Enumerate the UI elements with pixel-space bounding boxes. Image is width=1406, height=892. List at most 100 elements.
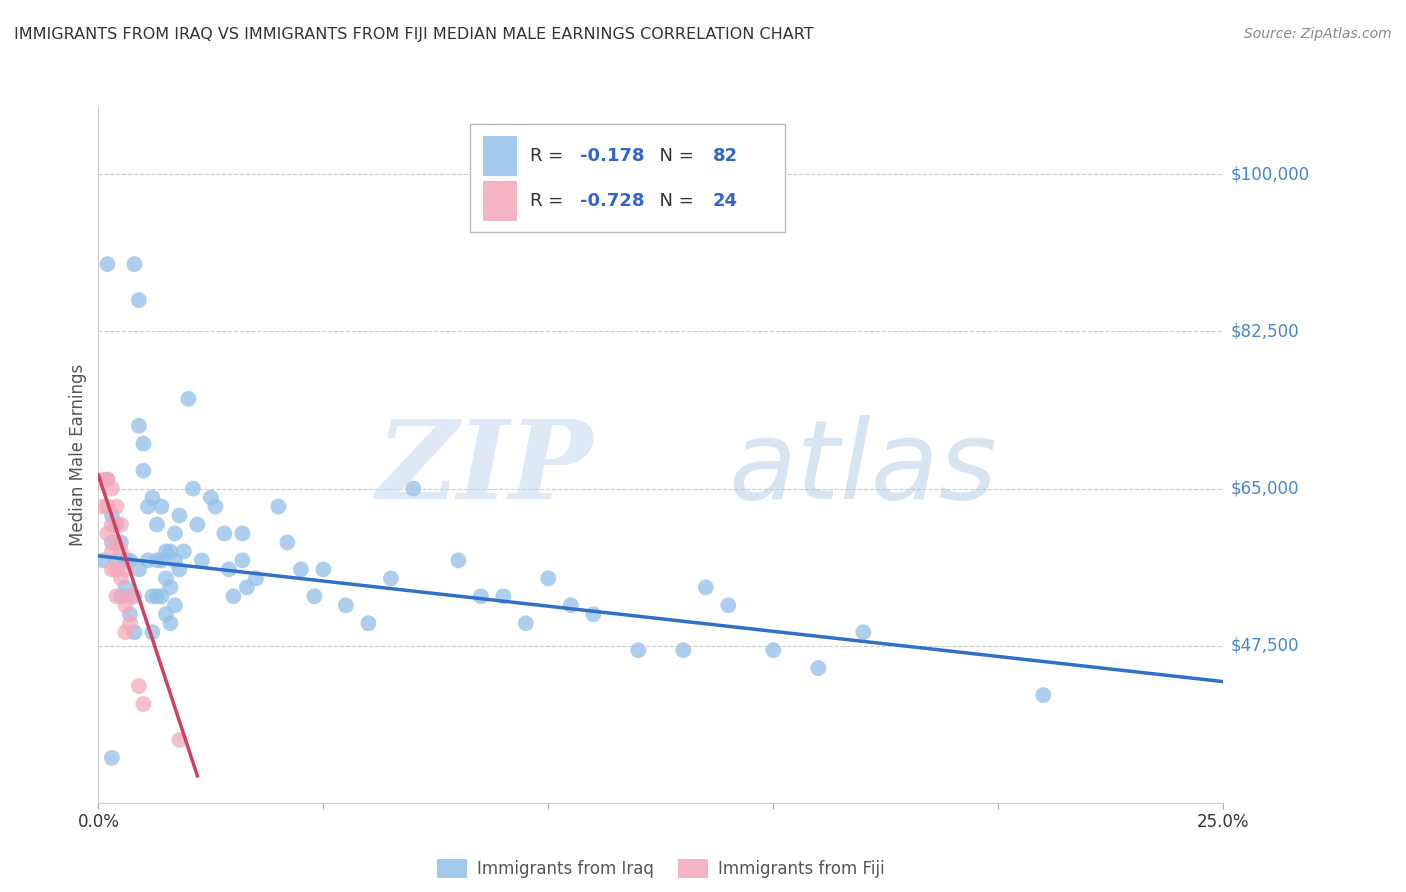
Point <box>492 590 515 604</box>
Point <box>150 500 173 514</box>
Legend: Immigrants from Iraq, Immigrants from Fiji: Immigrants from Iraq, Immigrants from Fi… <box>430 853 891 885</box>
Text: N =: N = <box>648 147 700 165</box>
Point <box>101 535 124 549</box>
Text: R =: R = <box>530 147 569 165</box>
Point <box>627 643 650 657</box>
Point <box>91 553 114 567</box>
Point <box>163 599 186 613</box>
Point <box>173 544 195 558</box>
Point <box>110 571 132 585</box>
Text: $65,000: $65,000 <box>1230 480 1299 498</box>
Text: R =: R = <box>530 192 569 210</box>
Point <box>91 473 114 487</box>
Point <box>96 500 118 514</box>
Text: atlas: atlas <box>728 416 997 523</box>
Text: 82: 82 <box>713 147 738 165</box>
Point <box>132 464 155 478</box>
Point <box>191 553 214 567</box>
Y-axis label: Median Male Earnings: Median Male Earnings <box>69 364 87 546</box>
FancyBboxPatch shape <box>484 181 517 221</box>
Point <box>101 544 124 558</box>
Point <box>304 590 326 604</box>
Point <box>146 553 169 567</box>
Point <box>118 590 141 604</box>
Point <box>181 482 204 496</box>
Point <box>128 418 150 433</box>
Point <box>159 580 181 594</box>
Text: IMMIGRANTS FROM IRAQ VS IMMIGRANTS FROM FIJI MEDIAN MALE EARNINGS CORRELATION CH: IMMIGRANTS FROM IRAQ VS IMMIGRANTS FROM … <box>14 27 814 42</box>
Point <box>141 491 163 505</box>
Point <box>717 599 740 613</box>
Point <box>169 733 191 747</box>
Point <box>128 679 150 693</box>
Point <box>169 562 191 576</box>
Point <box>447 553 470 567</box>
Point <box>105 500 128 514</box>
Point <box>141 590 163 604</box>
Text: $47,500: $47,500 <box>1230 637 1299 655</box>
Point <box>105 517 128 532</box>
Point <box>267 500 290 514</box>
Point <box>155 544 177 558</box>
Point <box>101 562 124 576</box>
Point <box>312 562 335 576</box>
Point <box>114 625 136 640</box>
Point <box>560 599 582 613</box>
Point <box>101 517 124 532</box>
Point <box>132 697 155 711</box>
Text: ZIP: ZIP <box>377 415 593 523</box>
Point <box>105 535 128 549</box>
Point <box>110 517 132 532</box>
Point <box>163 553 186 567</box>
Point <box>163 526 186 541</box>
Point <box>128 293 150 307</box>
Point <box>672 643 695 657</box>
Point <box>231 526 253 541</box>
Point <box>245 571 267 585</box>
Text: $82,500: $82,500 <box>1230 323 1299 341</box>
Point <box>124 590 146 604</box>
Point <box>200 491 222 505</box>
Point <box>380 571 402 585</box>
Point <box>141 625 163 640</box>
Point <box>105 590 128 604</box>
Point <box>1032 688 1054 702</box>
Point <box>114 580 136 594</box>
FancyBboxPatch shape <box>484 136 517 176</box>
FancyBboxPatch shape <box>470 124 785 232</box>
Point <box>186 517 208 532</box>
Point <box>110 535 132 549</box>
Point <box>582 607 605 622</box>
Point <box>150 553 173 567</box>
Text: -0.728: -0.728 <box>579 192 644 210</box>
Point <box>222 590 245 604</box>
Point <box>101 508 124 523</box>
Point <box>110 590 132 604</box>
Text: 24: 24 <box>713 192 738 210</box>
Point <box>155 571 177 585</box>
Point <box>218 562 240 576</box>
Point <box>515 616 537 631</box>
Point <box>214 526 236 541</box>
Point <box>852 625 875 640</box>
Point <box>128 562 150 576</box>
Point <box>96 473 118 487</box>
Point <box>290 562 312 576</box>
Text: -0.178: -0.178 <box>579 147 644 165</box>
Point <box>402 482 425 496</box>
Point <box>155 607 177 622</box>
Point <box>91 500 114 514</box>
Point <box>231 553 253 567</box>
Point <box>124 625 146 640</box>
Point <box>105 553 128 567</box>
Point <box>101 751 124 765</box>
Point <box>124 257 146 271</box>
Point <box>335 599 357 613</box>
Point <box>110 544 132 558</box>
Text: $100,000: $100,000 <box>1230 165 1309 184</box>
Point <box>470 590 492 604</box>
Point <box>169 508 191 523</box>
Point <box>118 607 141 622</box>
Point <box>146 590 169 604</box>
Point <box>177 392 200 406</box>
